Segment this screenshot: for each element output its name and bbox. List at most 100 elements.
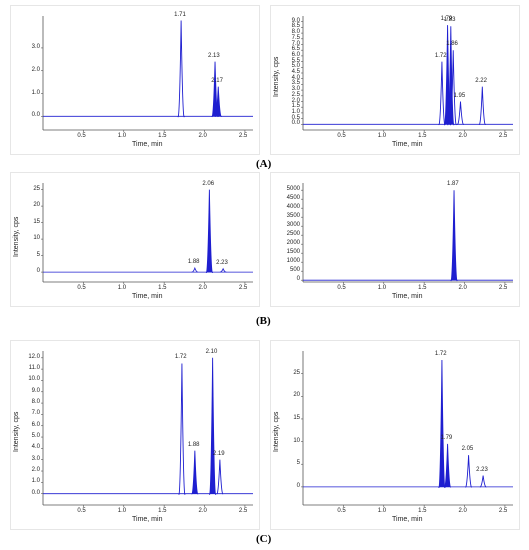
x-tick-label: 1.0 — [377, 508, 387, 514]
y-tick-label: 2000 — [286, 240, 300, 247]
chart-svg — [41, 351, 253, 507]
x-tick-label: 2.5 — [238, 285, 248, 291]
y-tick-label: 2.0 — [31, 467, 40, 474]
x-tick-label: 1.5 — [418, 285, 427, 291]
y-tick-label: 5.0 — [31, 433, 40, 440]
y-tick-label: 0 — [296, 482, 300, 489]
x-tick-label: 1.0 — [117, 285, 127, 291]
peak-label: 2.22 — [475, 77, 487, 84]
x-tick-label: 2.5 — [238, 508, 248, 514]
y-tick-label: 8.0 — [31, 399, 40, 406]
chart-panel-b-left: 0.5 1.0 1.5 2.0 2.5 0 5 10 15 20 25 Time, min Intens… — [10, 172, 260, 307]
x-tick-label: 0.5 — [77, 508, 86, 514]
x-axis-label: Time, min — [392, 293, 423, 300]
peak-2.06 — [205, 189, 214, 273]
x-axis-label: Time, min — [392, 516, 423, 523]
x-tick-label: 1.0 — [117, 508, 127, 514]
y-tick-label: 5.0 — [291, 63, 300, 70]
x-tick-label: 0.5 — [337, 285, 346, 291]
x-tick-label: 2.5 — [498, 508, 508, 514]
peak-2.05 — [464, 455, 473, 488]
peak-1.88 — [191, 266, 199, 273]
chart-svg — [301, 16, 513, 132]
peak-1.88 — [191, 450, 199, 495]
chart-panel-c-right: 0.5 1.0 1.5 2.0 2.5 0 5 10 15 20 25 Time, min Intens… — [270, 340, 520, 530]
y-tick-label: 15 — [33, 218, 40, 225]
peak-label: 2.23 — [216, 259, 228, 266]
peak-1.79 — [443, 443, 452, 488]
x-tick-label: 1.5 — [158, 133, 167, 139]
chart-panel-b-right: 0.5 1.0 1.5 2.0 2.5 0 500 1000 1500 2000 2500 3000 3… — [270, 172, 520, 307]
y-tick-label: 6.0 — [291, 51, 300, 58]
peak-label: 1.88 — [187, 259, 200, 266]
y-tick-label: 3000 — [286, 222, 300, 229]
peak-2.22 — [478, 86, 486, 125]
y-tick-label: 2.0 — [291, 97, 300, 104]
y-tick-label: 4.0 — [31, 444, 40, 451]
peak-1.72 — [438, 360, 446, 489]
y-tick-label: 7.0 — [31, 410, 40, 417]
y-tick-label: 1.5 — [291, 103, 300, 110]
peak-label: 1.72 — [434, 351, 447, 358]
peak-label: 1.95 — [453, 92, 466, 99]
y-tick-label: 11.0 — [28, 365, 40, 372]
peak-label: 1.87 — [447, 181, 459, 188]
y-tick-label: 20 — [293, 392, 300, 399]
peak-label: 2.23 — [476, 466, 488, 473]
x-tick-label: 0.5 — [77, 285, 86, 291]
figure-label-b: (B) — [256, 315, 271, 327]
peak-1.72 — [178, 363, 186, 495]
x-tick-label: 2.0 — [458, 133, 467, 139]
y-axis-label: Intensity, cps — [13, 216, 20, 257]
y-tick-label: 8.0 — [291, 29, 300, 36]
peak-1.87 — [450, 190, 458, 282]
y-tick-label: 0 — [36, 268, 40, 275]
x-tick-label: 1.5 — [418, 508, 427, 514]
y-tick-label: 6.0 — [31, 421, 40, 428]
x-tick-label: 1.0 — [377, 133, 387, 139]
peak-label: 1.72 — [174, 354, 187, 361]
y-tick-label: 15 — [293, 414, 300, 421]
y-tick-label: 1.0 — [31, 89, 40, 96]
y-tick-label: 9.0 — [291, 17, 300, 24]
x-tick-label: 2.0 — [198, 285, 207, 291]
y-tick-label: 20 — [33, 202, 40, 209]
peak-label: 2.10 — [205, 348, 218, 355]
y-axis-label: Intensity, cps — [273, 56, 280, 97]
y-tick-label: 1.0 — [31, 478, 40, 485]
y-tick-label: 3500 — [286, 213, 300, 220]
y-tick-label: 3.5 — [291, 80, 300, 87]
y-tick-label: 25 — [293, 369, 300, 376]
chart-svg — [301, 351, 513, 507]
y-tick-label: 2500 — [286, 231, 300, 238]
peak-2.10 — [208, 357, 217, 495]
y-tick-label: 9.0 — [31, 387, 40, 394]
x-axis-label: Time, min — [132, 293, 163, 300]
y-tick-label: 2.0 — [31, 66, 40, 73]
x-tick-label: 0.5 — [77, 133, 86, 139]
x-tick-label: 1.5 — [158, 285, 167, 291]
peak-label: 1.88 — [187, 441, 200, 448]
y-tick-label: 500 — [289, 267, 300, 274]
y-tick-label: 12.0 — [28, 353, 40, 360]
x-tick-label: 0.5 — [337, 133, 346, 139]
y-tick-label: 4.0 — [291, 74, 300, 81]
y-axis-label: Intensity, cps — [13, 411, 20, 452]
x-tick-label: 0.5 — [337, 508, 346, 514]
peak-2.19 — [216, 459, 224, 495]
x-axis-label: Time, min — [132, 141, 163, 148]
x-axis-label: Time, min — [392, 141, 423, 148]
y-tick-label: 10.0 — [28, 376, 40, 383]
peak-2.23 — [479, 475, 487, 488]
x-tick-label: 2.5 — [238, 133, 248, 139]
y-tick-label: 5 — [296, 460, 300, 467]
y-tick-label: 4000 — [286, 204, 300, 211]
y-tick-label: 0.0 — [31, 112, 40, 119]
peak-2.17 — [214, 86, 222, 117]
chart-svg — [41, 16, 253, 132]
y-tick-label: 25 — [33, 185, 40, 192]
x-tick-label: 1.5 — [418, 133, 427, 139]
y-tick-label: 4500 — [286, 195, 300, 202]
x-tick-label: 1.0 — [377, 285, 387, 291]
x-tick-label: 2.0 — [458, 285, 467, 291]
